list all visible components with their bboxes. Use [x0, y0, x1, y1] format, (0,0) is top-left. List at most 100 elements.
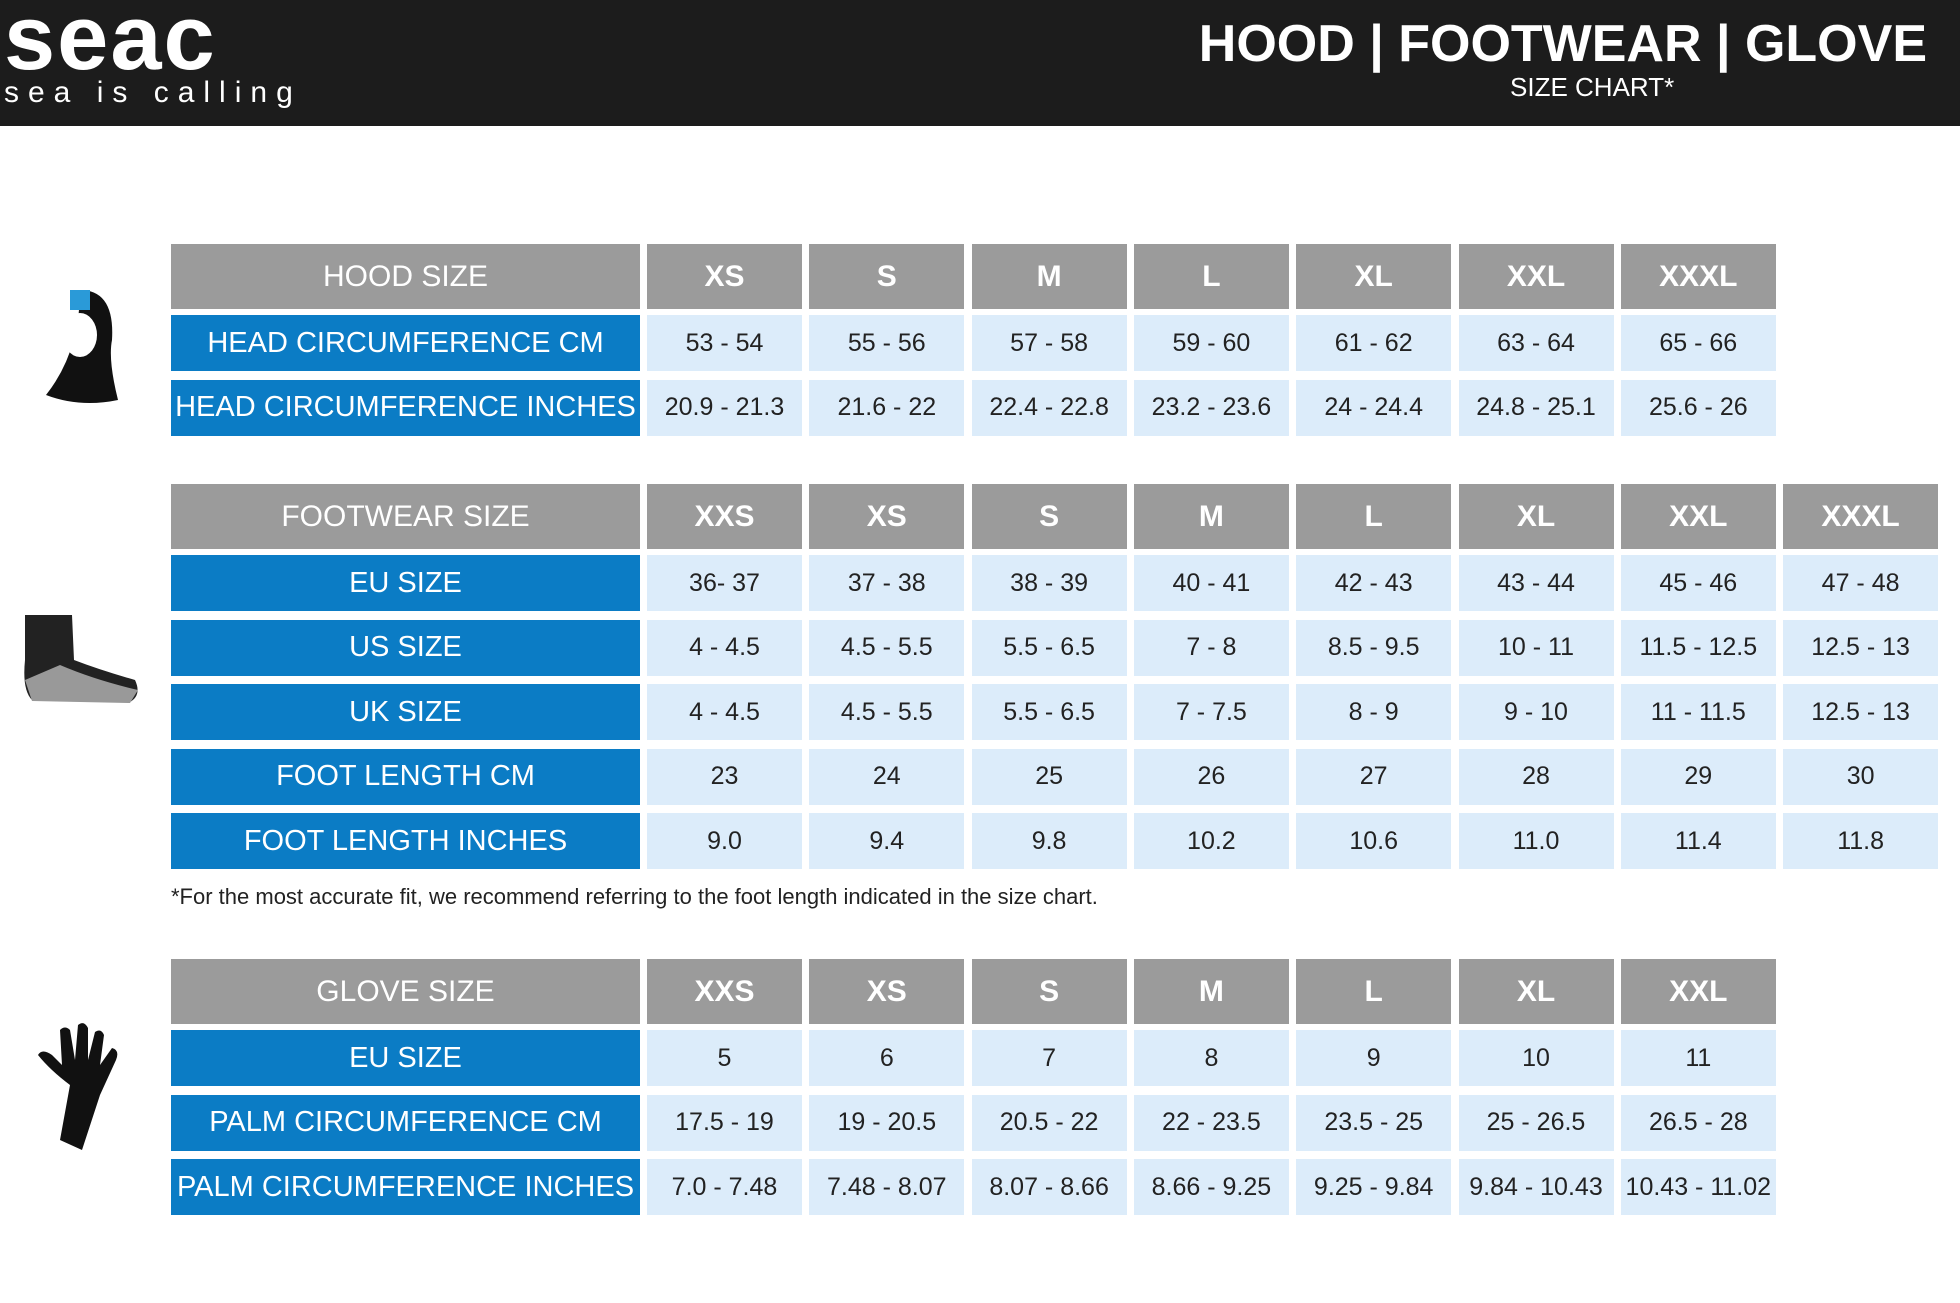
size-value: 45 - 46 — [1620, 555, 1776, 611]
size-header: XS — [809, 959, 965, 1024]
size-header: XS — [647, 244, 802, 309]
size-value: 5 — [647, 1030, 802, 1086]
size-value: 11.5 - 12.5 — [1620, 619, 1776, 676]
size-value: 5.5 - 6.5 — [971, 619, 1127, 676]
subtitle: SIZE CHART* — [1510, 72, 1675, 102]
size-value: 42 - 43 — [1296, 555, 1452, 611]
size-value: 36- 37 — [647, 555, 802, 611]
header-bar: seac sea is calling HOOD | FOOTWEAR | GL… — [0, 0, 1960, 126]
size-value: 19 - 20.5 — [809, 1094, 965, 1151]
table-title: GLOVE SIZE — [171, 959, 640, 1024]
size-value: 53 - 54 — [647, 315, 802, 371]
size-value: 7.0 - 7.48 — [647, 1159, 802, 1215]
size-value: 29 — [1620, 748, 1776, 805]
size-value: 5.5 - 6.5 — [971, 684, 1127, 740]
size-value: 7 - 7.5 — [1133, 684, 1289, 740]
table-title: FOOTWEAR SIZE — [171, 484, 640, 549]
size-value: 24.8 - 25.1 — [1458, 379, 1614, 436]
row-label: UK SIZE — [171, 684, 640, 740]
table-title: HOOD SIZE — [171, 244, 640, 309]
row-label: HEAD CIRCUMFERENCE CM — [171, 315, 640, 371]
size-value: 38 - 39 — [971, 555, 1127, 611]
size-value: 10 - 11 — [1458, 619, 1614, 676]
row-label: PALM CIRCUMFERENCE INCHES — [171, 1159, 640, 1215]
size-value: 7 - 8 — [1133, 619, 1289, 676]
boot-icon — [24, 615, 138, 703]
size-value: 24 — [809, 748, 965, 805]
size-value: 57 - 58 — [971, 315, 1127, 371]
size-value: 11.4 — [1620, 813, 1776, 869]
size-value: 25 - 26.5 — [1458, 1094, 1614, 1151]
size-header: S — [971, 484, 1127, 549]
size-value: 9 - 10 — [1458, 684, 1614, 740]
size-header: XXXL — [1783, 484, 1939, 549]
size-value: 8 - 9 — [1296, 684, 1452, 740]
size-value: 10.6 — [1296, 813, 1452, 869]
size-value: 43 - 44 — [1458, 555, 1614, 611]
size-value: 9 — [1296, 1030, 1452, 1086]
size-value: 23.5 - 25 — [1296, 1094, 1452, 1151]
size-header: XL — [1296, 244, 1452, 309]
size-header: XXL — [1620, 484, 1776, 549]
size-value: 26 — [1133, 748, 1289, 805]
size-value: 65 - 66 — [1620, 315, 1776, 371]
size-value: 10 — [1458, 1030, 1614, 1086]
size-value: 24 - 24.4 — [1296, 379, 1452, 436]
size-value: 10.2 — [1133, 813, 1289, 869]
row-label: HEAD CIRCUMFERENCE INCHES — [171, 379, 640, 436]
size-value: 26.5 - 28 — [1620, 1094, 1776, 1151]
size-value: 40 - 41 — [1133, 555, 1289, 611]
size-value: 9.0 — [647, 813, 802, 869]
size-value: 10.43 - 11.02 — [1620, 1159, 1776, 1215]
size-value: 37 - 38 — [809, 555, 965, 611]
size-value: 11.8 — [1783, 813, 1939, 869]
size-value: 55 - 56 — [809, 315, 965, 371]
size-header: M — [1133, 484, 1289, 549]
size-header: XXL — [1620, 959, 1776, 1024]
size-value: 4 - 4.5 — [647, 684, 802, 740]
size-value: 11 - 11.5 — [1620, 684, 1776, 740]
size-value: 6 — [809, 1030, 965, 1086]
size-value: 23 — [647, 748, 802, 805]
row-label: EU SIZE — [171, 1030, 640, 1086]
size-value: 7.48 - 8.07 — [809, 1159, 965, 1215]
size-header: XS — [809, 484, 965, 549]
tagline: sea is calling — [4, 76, 302, 109]
size-header: M — [971, 244, 1127, 309]
size-header: XXS — [647, 484, 802, 549]
size-value: 61 - 62 — [1296, 315, 1452, 371]
size-value: 28 — [1458, 748, 1614, 805]
size-value: 11 — [1620, 1030, 1776, 1086]
size-value: 8.66 - 9.25 — [1133, 1159, 1289, 1215]
size-value: 9.25 - 9.84 — [1296, 1159, 1452, 1215]
size-value: 9.84 - 10.43 — [1458, 1159, 1614, 1215]
size-value: 23.2 - 23.6 — [1133, 379, 1289, 436]
size-value: 4.5 - 5.5 — [809, 684, 965, 740]
size-value: 8.5 - 9.5 — [1296, 619, 1452, 676]
row-label: US SIZE — [171, 619, 640, 676]
size-value: 27 — [1296, 748, 1452, 805]
size-value: 21.6 - 22 — [809, 379, 965, 436]
size-value: 25.6 - 26 — [1620, 379, 1776, 436]
row-label: FOOT LENGTH INCHES — [171, 813, 640, 869]
size-header: XL — [1458, 959, 1614, 1024]
size-value: 9.4 — [809, 813, 965, 869]
size-value: 4.5 - 5.5 — [809, 619, 965, 676]
size-value: 12.5 - 13 — [1783, 619, 1939, 676]
row-label: FOOT LENGTH CM — [171, 748, 640, 805]
title: HOOD | FOOTWEAR | GLOVE — [1198, 15, 1927, 73]
size-value: 11.0 — [1458, 813, 1614, 869]
size-header: L — [1296, 484, 1452, 549]
size-value: 7 — [971, 1030, 1127, 1086]
size-header: M — [1133, 959, 1289, 1024]
note: *For the most accurate fit, we recommend… — [171, 884, 1098, 909]
size-header: L — [1133, 244, 1289, 309]
size-header: S — [809, 244, 965, 309]
size-value: 8.07 - 8.66 — [971, 1159, 1127, 1215]
size-header: XL — [1458, 484, 1614, 549]
size-value: 20.5 - 22 — [971, 1094, 1127, 1151]
size-header: S — [971, 959, 1127, 1024]
size-header: L — [1296, 959, 1452, 1024]
